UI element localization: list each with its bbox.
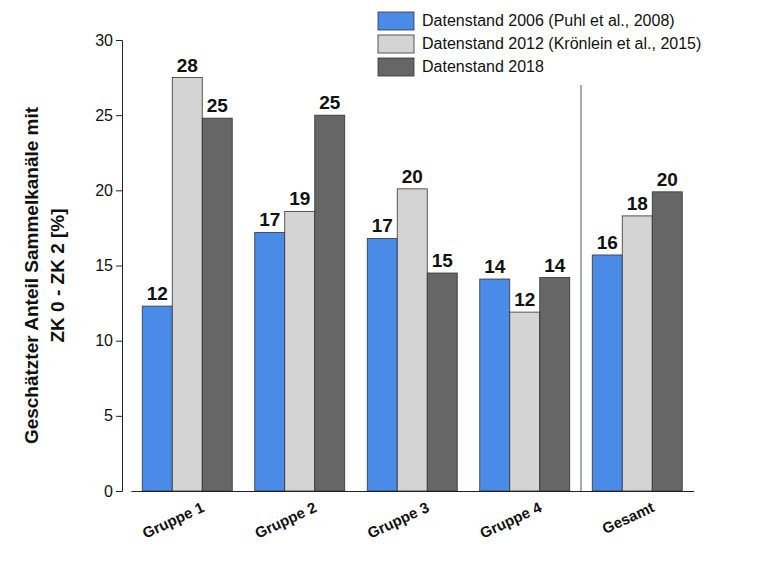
separator-line [581,85,582,491]
y-tick-label: 15 [95,257,113,274]
data-label: 14 [484,256,506,277]
bar [172,78,202,491]
bar [540,278,570,491]
bars [142,78,682,491]
y-tick-mark [116,266,122,267]
x-tick: Gesamt [599,491,656,537]
y-tick: 10 [95,332,122,349]
bar [285,211,315,491]
x-tick-label: Gruppe 3 [365,498,432,541]
chart-container: 12 17 17 14 16 28 19 20 12 18 25 25 15 14 20 0 5 10 15 20 25… [0,0,770,574]
legend-swatch [378,58,414,76]
bar [142,306,172,491]
bar [510,312,540,491]
data-label: 28 [177,55,198,76]
y-tick-mark [116,416,122,417]
bar [397,189,427,491]
y-tick-label: 10 [95,332,113,349]
data-label: 25 [207,95,229,116]
data-label: 14 [544,255,566,276]
y-tick: 25 [95,107,122,124]
x-axis-line [132,491,695,492]
y-tick: 0 [104,483,122,500]
y-tick-mark [116,491,122,492]
bar [480,279,510,491]
y-tick-mark [116,341,122,342]
y-tick-label: 30 [95,32,113,49]
y-tick: 15 [95,257,122,274]
bar [367,238,397,491]
y-tick-label: 0 [104,483,113,500]
y-axis-title-line: ZK 0 - ZK 2 [%] [47,208,68,342]
x-tick-label: Gesamt [599,498,656,537]
data-label: 20 [402,166,423,187]
x-axis: Gruppe 1 Gruppe 2 Gruppe 3 Gruppe 4 Gesamt [132,491,695,542]
data-label: 15 [432,250,454,271]
legend: Datenstand 2006 (Puhl et al., 2008) Daten… [378,12,701,76]
x-tick-label: Gruppe 4 [477,498,544,542]
y-tick: 30 [95,32,122,49]
bar [592,255,622,491]
y-tick-label: 20 [95,182,113,199]
bar [255,232,285,491]
bar [202,118,232,491]
data-label: 18 [627,193,648,214]
data-label: 16 [597,232,618,253]
y-axis-title-line: Geschätzter Anteil Sammelkanäle mit [21,106,42,444]
y-tick-label: 5 [104,407,113,424]
y-tick: 5 [104,407,122,424]
data-label: 20 [657,169,678,190]
legend-swatch [378,12,414,30]
x-tick: Gruppe 2 [252,491,319,542]
y-axis: 0 5 10 15 20 25 30 [95,32,122,500]
x-tick: Gruppe 3 [365,491,432,542]
y-axis-title: Geschätzter Anteil Sammelkanäle mitZK 0 … [21,106,68,444]
y-tick-mark [116,40,122,41]
data-label: 12 [514,289,535,310]
chart-svg: 12 17 17 14 16 28 19 20 12 18 25 25 15 14 20 0 5 10 15 20 25… [0,0,770,574]
y-axis-line [116,41,123,492]
y-tick: 20 [95,182,122,199]
legend-label: Datenstand 2012 (Krönlein et al., 2015) [422,35,701,52]
legend-label: Datenstand 2018 [422,58,544,75]
data-labels: 12 17 17 14 16 28 19 20 12 18 25 25 15 14 20 [147,55,678,311]
x-tick: Gruppe 4 [477,491,544,542]
y-tick-mark [116,190,122,191]
y-tick-mark [116,115,122,116]
bar [652,192,682,491]
x-tick-label: Gruppe 1 [140,498,207,541]
data-label: 12 [147,283,168,304]
bar [315,115,345,491]
data-label: 25 [319,92,341,113]
data-label: 17 [372,215,393,236]
bar [622,216,652,491]
y-tick-label: 25 [95,107,113,124]
data-label: 17 [259,209,280,230]
legend-swatch [378,35,414,53]
data-label: 19 [289,188,310,209]
x-tick-label: Gruppe 2 [252,498,319,541]
legend-label: Datenstand 2006 (Puhl et al., 2008) [422,12,675,29]
bar [427,273,457,491]
x-tick: Gruppe 1 [140,491,207,542]
